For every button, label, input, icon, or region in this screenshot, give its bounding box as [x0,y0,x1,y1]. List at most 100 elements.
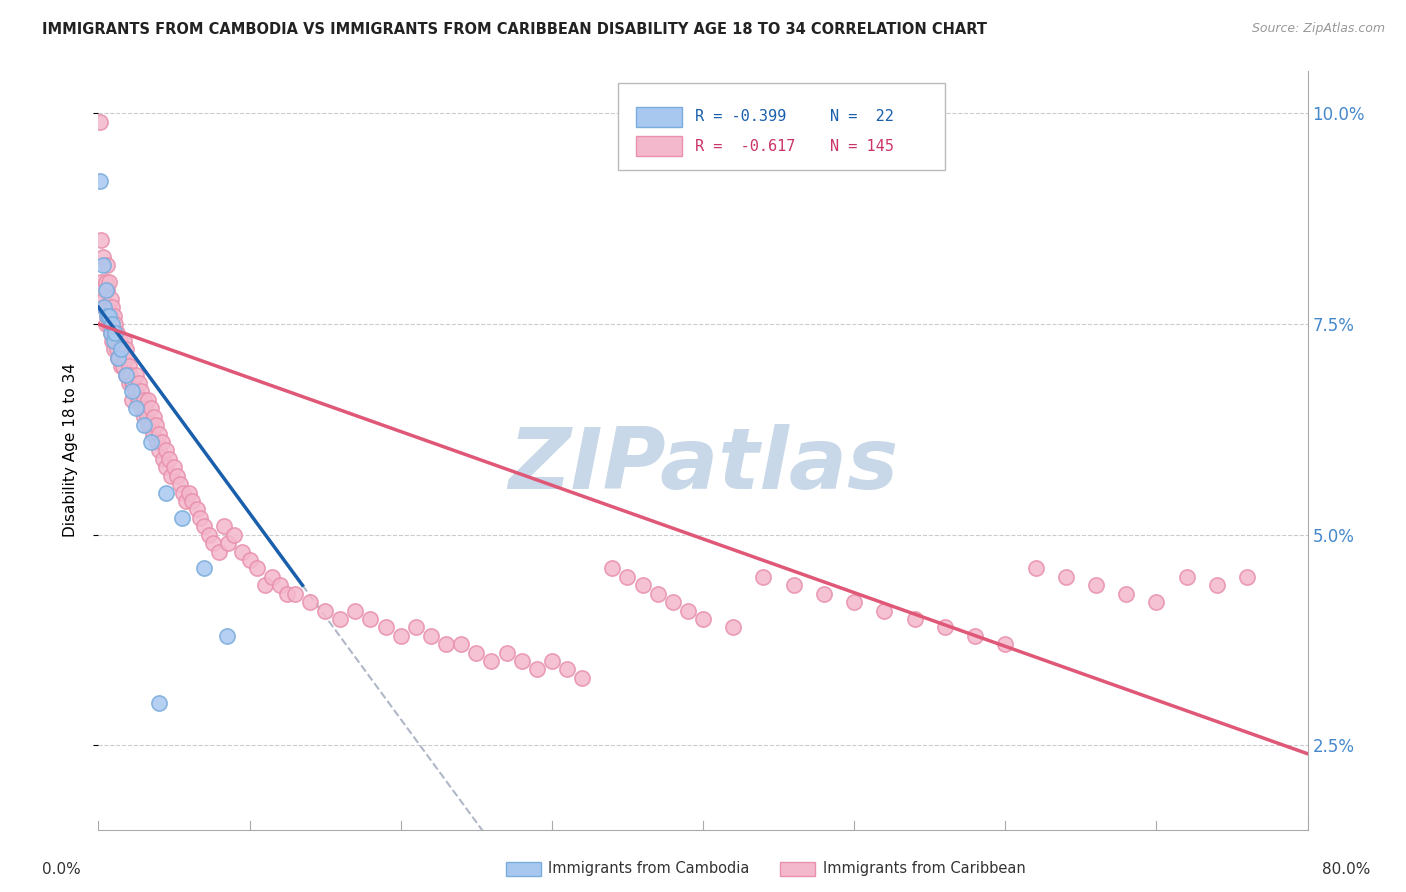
Text: N =  22: N = 22 [830,110,894,124]
Point [94,300,117,314]
Point [110,343,132,357]
Point [136,392,159,407]
Point [481,654,503,668]
Point [344,603,367,617]
Point [1054,570,1077,584]
Point [904,612,927,626]
Text: IMMIGRANTS FROM CAMBODIA VS IMMIGRANTS FROM CARIBBEAN DISABILITY AGE 18 TO 34 CO: IMMIGRANTS FROM CAMBODIA VS IMMIGRANTS F… [42,22,987,37]
Point [197,527,219,541]
Y-axis label: Disability Age 18 to 34: Disability Age 18 to 34 [63,363,77,538]
Point [93,292,115,306]
Point [1175,570,1198,584]
Point [108,351,131,365]
Point [96,309,118,323]
Point [124,384,146,399]
Point [125,384,148,399]
Point [1115,587,1137,601]
Point [160,468,183,483]
Point [1206,578,1229,592]
Point [166,468,188,483]
Point [94,284,117,298]
Point [555,663,578,677]
Bar [637,107,682,127]
Point [118,359,141,374]
Point [1085,578,1108,592]
Point [434,637,457,651]
Point [110,359,132,374]
Point [121,392,143,407]
Point [103,334,125,348]
Point [1144,595,1167,609]
Point [114,343,136,357]
Point [360,612,382,626]
FancyBboxPatch shape [619,83,945,170]
Point [101,317,124,331]
Point [98,275,121,289]
Point [155,443,177,458]
Point [783,578,806,592]
Point [96,284,118,298]
Point [155,485,177,500]
Point [181,494,204,508]
Text: Immigrants from Caribbean: Immigrants from Caribbean [823,862,1025,876]
Point [246,561,269,575]
Point [94,275,117,289]
Point [150,435,173,450]
Point [465,646,488,660]
Point [141,435,163,450]
Point [100,326,122,340]
Point [215,629,238,643]
Point [965,629,987,643]
Point [934,620,956,634]
Point [152,451,174,466]
Text: N = 145: N = 145 [830,139,894,153]
Point [90,233,112,247]
Point [253,578,276,592]
Point [299,595,322,609]
Point [631,578,654,592]
Point [1024,561,1046,575]
Point [389,629,412,643]
Point [616,570,638,584]
Point [120,368,142,382]
Text: R = -0.399: R = -0.399 [695,110,786,124]
Point [873,603,896,617]
Point [111,343,134,357]
Point [163,460,186,475]
Point [146,435,169,450]
Point [107,351,129,365]
Point [661,595,683,609]
Point [128,392,150,407]
Point [141,418,163,433]
Point [174,494,197,508]
Point [96,309,118,323]
Point [112,351,135,365]
Point [93,300,115,314]
Point [121,376,143,390]
Point [148,443,170,458]
Point [148,426,170,441]
Point [135,409,157,424]
Point [136,418,159,433]
Point [142,426,165,441]
Point [169,477,191,491]
Point [405,620,427,634]
Point [231,544,253,558]
Point [111,359,134,374]
Point [269,578,291,592]
Point [314,603,336,617]
Point [100,292,122,306]
Point [115,351,138,365]
Point [125,401,148,416]
Point [128,376,150,390]
Point [212,519,235,533]
Point [104,326,127,340]
Point [107,334,129,348]
Point [647,587,669,601]
Point [96,258,118,272]
Point [129,384,152,399]
Point [420,629,443,643]
Point [571,671,593,685]
Point [101,334,124,348]
Point [91,250,114,264]
